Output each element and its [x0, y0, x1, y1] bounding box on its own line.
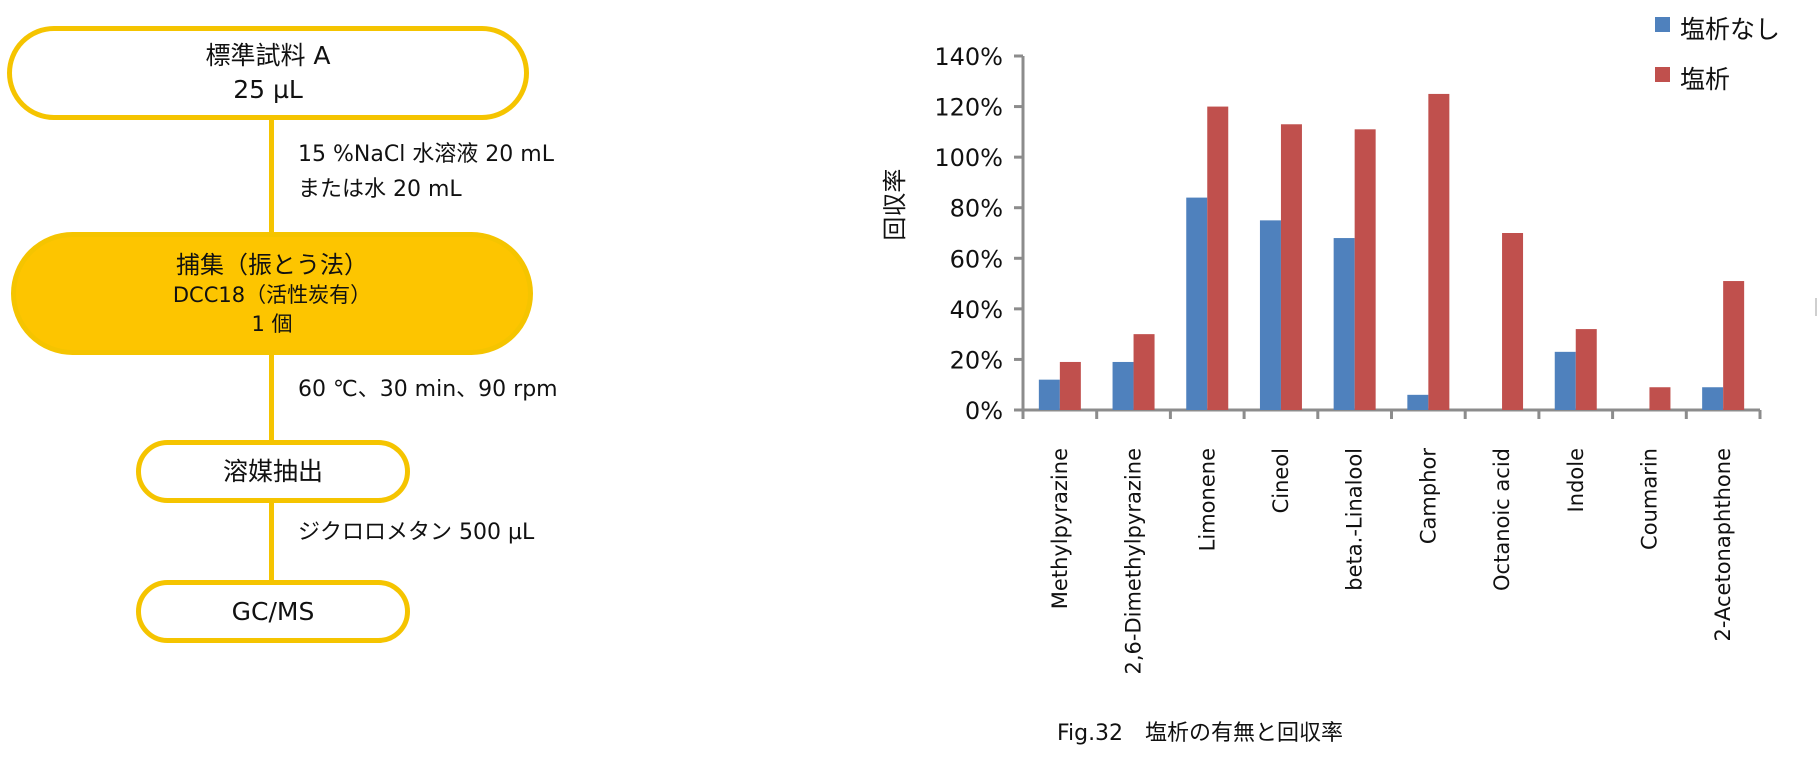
- x-tick-label: Octanoic acid: [1490, 448, 1514, 591]
- flow-condition-solution: 15 %NaCl 水溶液 20 mL または水 20 mL: [298, 137, 554, 207]
- flow-step-solvent-extraction: 溶媒抽出: [136, 440, 410, 503]
- x-tick-label: Camphor: [1416, 448, 1440, 544]
- bar: [1112, 361, 1134, 410]
- flow-connector-1: [269, 120, 274, 232]
- flow-condition-solvent: ジクロロメタン 500 µL: [298, 515, 534, 550]
- y-tick-label: 100%: [934, 144, 1003, 172]
- y-tick-label: 60%: [950, 245, 1003, 273]
- bar: [1428, 93, 1450, 410]
- bar: [1407, 394, 1429, 410]
- bar: [1186, 197, 1208, 410]
- legend-label: 塩析なし: [1680, 15, 1780, 44]
- y-axis-title: 回収率: [881, 169, 909, 241]
- bar: [1280, 124, 1302, 411]
- flow-step-collection: 捕集（振とう法） DCC18（活性炭有） 1 個: [11, 232, 533, 355]
- legend-swatch: [1655, 17, 1670, 32]
- flow-step-label: 捕集（振とう法）: [176, 250, 368, 279]
- flow-condition-text: または水 20 mL: [298, 177, 462, 202]
- x-tick-label: 2,6-Dimethylpyrazine: [1122, 448, 1146, 675]
- flow-step-label: 1 個: [251, 311, 293, 336]
- x-tick-label: Coumarin: [1637, 448, 1661, 550]
- figure-caption: Fig.32 塩析の有無と回収率: [1057, 721, 1343, 746]
- x-tick-label: Indole: [1564, 448, 1588, 512]
- bar: [1575, 329, 1597, 410]
- x-tick-label: Limonene: [1195, 448, 1219, 551]
- y-tick-label: 40%: [950, 296, 1003, 324]
- bar: [1207, 106, 1229, 411]
- bar: [1259, 220, 1281, 410]
- flow-condition-text: 15 %NaCl 水溶液 20 mL: [298, 142, 554, 167]
- bar: [1554, 351, 1576, 410]
- bar: [1502, 233, 1524, 410]
- recovery-bar-chart: 0% 20% 40% 60% 80% 100% 120% 140% Methylpyrazine…: [881, 15, 1780, 746]
- bar: [1354, 129, 1376, 411]
- flow-step-label: 溶媒抽出: [222, 456, 323, 486]
- bar: [1333, 238, 1355, 410]
- flow-condition-text: 60 ℃、30 min、90 rpm: [298, 377, 558, 402]
- flow-connector-3: [269, 503, 274, 580]
- edge-divider: [1815, 298, 1817, 316]
- bar: [1038, 379, 1060, 410]
- bar: [1702, 387, 1724, 410]
- flow-connector-2: [269, 355, 274, 440]
- recovery-chart: 0% 20% 40% 60% 80% 100% 120% 140% Methylpyrazine…: [860, 0, 1817, 755]
- flow-step-label: GC/MS: [231, 596, 315, 626]
- bar: [1649, 387, 1671, 410]
- flow-step-gcms: GC/MS: [136, 580, 410, 643]
- bar: [1059, 361, 1081, 410]
- flow-step-label: DCC18（活性炭有）: [172, 283, 372, 308]
- y-tick-label: 80%: [950, 195, 1003, 223]
- legend-label: 塩析: [1680, 65, 1730, 94]
- y-tick-label: 20%: [950, 346, 1003, 374]
- x-tick-label: Methylpyrazine: [1048, 448, 1072, 609]
- flow-step-standard-sample: 標準試料 A 25 µL: [7, 26, 529, 120]
- y-tick-label: 0%: [965, 397, 1003, 425]
- bar: [1723, 281, 1745, 410]
- x-tick-label: Cineol: [1269, 448, 1293, 513]
- y-tick-label: 120%: [934, 94, 1003, 122]
- flow-condition-shaking: 60 ℃、30 min、90 rpm: [298, 372, 558, 407]
- flow-step-label: 25 µL: [233, 75, 303, 104]
- flow-step-label: 標準試料 A: [205, 41, 331, 71]
- bar: [1133, 334, 1155, 410]
- procedure-flowchart: 標準試料 A 25 µL 捕集（振とう法） DCC18（活性炭有） 1 個 溶媒…: [0, 0, 760, 755]
- y-tick-label: 140%: [934, 43, 1003, 71]
- x-tick-label: 2-Acetonaphthone: [1711, 448, 1735, 641]
- legend-swatch: [1655, 67, 1670, 82]
- flow-condition-text: ジクロロメタン 500 µL: [298, 520, 535, 545]
- x-tick-label: beta.-Linalool: [1343, 448, 1367, 591]
